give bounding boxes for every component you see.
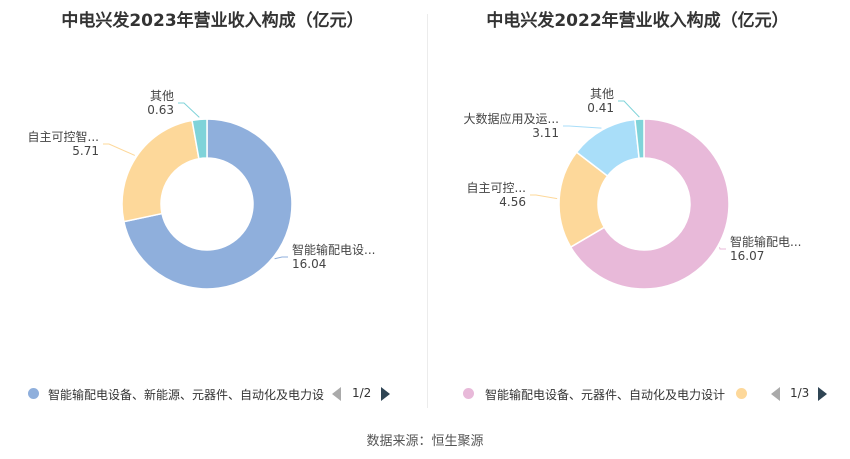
slice-label: 自主可控智... — [28, 129, 99, 144]
slice-value-label: 5.71 — [72, 144, 99, 158]
legend-page-indicator: 1/2 — [352, 386, 372, 400]
pie-slice[interactable] — [569, 118, 730, 290]
slice-label: 其他 — [590, 87, 614, 101]
slice-value-label: 16.07 — [730, 249, 764, 263]
legend-next-icon[interactable] — [818, 387, 827, 401]
slice-label: 自主可控... — [467, 181, 526, 195]
slice-value-label: 16.04 — [292, 257, 326, 271]
pie-slice[interactable] — [634, 118, 645, 160]
legend-marker — [463, 388, 474, 399]
legend-item[interactable]: 智能输配电设备、元器件、自动化及电力设计 — [485, 388, 726, 402]
legend-marker — [736, 388, 747, 399]
leader-line — [563, 125, 602, 129]
leader-line — [274, 256, 288, 260]
leader-line — [719, 247, 726, 250]
legend-prev-icon[interactable] — [332, 387, 341, 401]
legend-prev-icon[interactable] — [771, 387, 780, 401]
slice-value-label: 4.56 — [499, 195, 526, 209]
slice-value-label: 3.11 — [532, 126, 559, 140]
slice-value-label: 0.41 — [587, 101, 614, 115]
chart-2023: 中电兴发2023年营业收入构成（亿元） 智能输配电设... 16.04 自主可控智.… — [0, 0, 425, 420]
leader-line — [178, 102, 200, 118]
legend-marker — [28, 388, 39, 399]
legend: 智能输配电设备、新能源、元器件、自动化及电力设 1/2 — [0, 383, 425, 405]
chart-title: 中电兴发2023年营业收入构成（亿元） — [61, 11, 364, 31]
donut-chart: 智能输配电...16.07 自主可控...4.56 大数据应用及运...3.11 其他… — [464, 87, 801, 290]
slice-label: 大数据应用及运... — [464, 111, 559, 126]
slice-value-label: 0.63 — [147, 103, 174, 117]
slice-label: 智能输配电设... — [292, 242, 375, 257]
leader-line — [530, 194, 558, 200]
legend-item[interactable]: 智能输配电设备、新能源、元器件、自动化及电力设 — [48, 388, 325, 402]
pie-slice[interactable] — [122, 118, 293, 290]
legend-page-indicator: 1/3 — [790, 386, 810, 400]
slice-label: 其他 — [150, 89, 174, 103]
legend: 智能输配电设备、元器件、自动化及电力设计 1/3 — [425, 383, 850, 405]
panel-divider — [427, 14, 428, 408]
legend-next-icon[interactable] — [381, 387, 390, 401]
chart-2022: 中电兴发2022年营业收入构成（亿元） 智能输配电... 16.07 自主可控...… — [425, 0, 850, 420]
donut-chart: 智能输配电设...16.04 自主可控智...5.71 其他0.63 — [28, 89, 375, 290]
data-source: 数据来源：恒生聚源 — [366, 434, 484, 449]
chart-title: 中电兴发2022年营业收入构成（亿元） — [486, 11, 789, 31]
leader-line — [103, 143, 136, 156]
leader-line — [618, 100, 640, 118]
slice-label: 智能输配电... — [730, 234, 801, 249]
pie-slice[interactable] — [191, 118, 208, 160]
pie-slice[interactable] — [121, 119, 200, 223]
